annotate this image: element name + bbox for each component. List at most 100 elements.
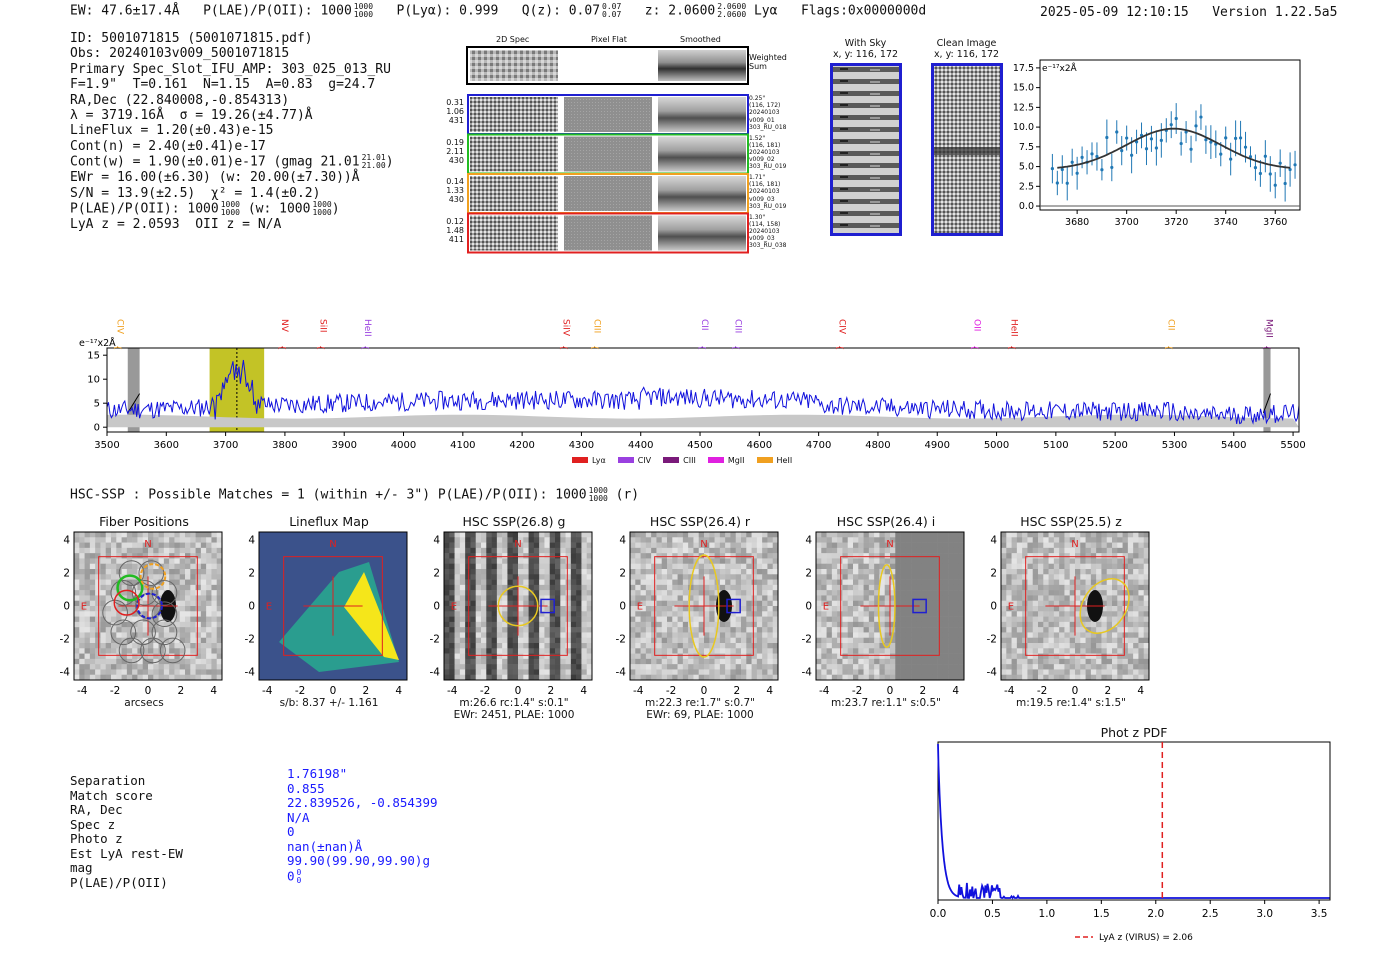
- fit-ytick-label: 12.5: [1013, 102, 1034, 113]
- east-label: E: [637, 602, 643, 613]
- cutout-smoothed: [658, 215, 746, 251]
- info-ewr: EWr = 16.00(±6.30) (w: 20.00(±7.30))Å: [70, 170, 360, 186]
- with-sky-header: With Sky x, y: 116, 172: [832, 38, 899, 60]
- fit-data-point: [1199, 115, 1203, 119]
- hsc-xtick-label: -4: [1004, 685, 1015, 697]
- hsc-frame: [629, 531, 779, 681]
- photz-title: Phot z PDF: [1100, 725, 1168, 740]
- fit-data-point: [1268, 172, 1272, 176]
- catalog-box: [912, 598, 927, 614]
- spec-xtick-label: 4300: [569, 440, 594, 451]
- hsc-panel-caption: m:19.5 re:1.4" s:1.5": [1016, 697, 1126, 709]
- emission-line-label: SiIV: [561, 319, 571, 337]
- line-fit-plot: 3680 3700 3720 3740 3760 0.0 2.5 5.0 7.5 10.0 12.5…: [1013, 59, 1301, 228]
- hsc-ytick-label: -2: [430, 633, 440, 645]
- match-value-mag: 99.90(99.90,99.90)g: [287, 853, 430, 868]
- info-lineflux: LineFlux = 1.20(±0.43)e-15: [70, 123, 274, 139]
- info-sn: S/N = 13.9(±2.5) χ² = 1.4(±0.2): [70, 185, 321, 201]
- hsc-panel-title: HSC SSP(26.8) g: [462, 514, 566, 529]
- spec-xtick-label: 4700: [806, 440, 831, 451]
- spectrum-line: [106, 359, 1300, 425]
- hsc-ytick-label: -4: [430, 666, 441, 678]
- spec-ylabel: e⁻¹⁷x2Å: [79, 337, 116, 349]
- hsc-xtick-label: 2: [178, 685, 185, 697]
- photz-legend-label: LyA z (VIRUS) = 2.06: [1099, 933, 1193, 943]
- hsc-xtick-label: 2: [734, 685, 741, 697]
- masked-band-hatch: [127, 393, 141, 414]
- hsc-xtick-label: 0: [515, 685, 522, 697]
- fit-data-point: [1283, 181, 1287, 186]
- fit-ytick-label: 0.0: [1019, 201, 1034, 212]
- fiber-circle: [131, 580, 158, 606]
- with-sky-image: [830, 63, 902, 236]
- photz-xtick-label: 1.5: [1093, 908, 1110, 920]
- info-radec: RA,Dec (22.840008,-0.854313): [70, 92, 290, 108]
- east-label: E: [823, 602, 829, 613]
- fit-data-point: [1253, 166, 1258, 170]
- clean-image: [931, 63, 1003, 236]
- hsc-ytick-label: 4: [248, 535, 255, 547]
- fit-xtick-label: 3740: [1214, 217, 1238, 228]
- fit-data-point: [1194, 124, 1198, 128]
- emission-line-label: MgII: [1263, 319, 1273, 338]
- fit-data-point: [1288, 167, 1292, 172]
- fit-data-point: [1229, 157, 1233, 161]
- fit-data-point: [1055, 181, 1059, 185]
- hsc-xtick-label: 4: [580, 685, 587, 697]
- hsc-xtick-label: 0: [887, 685, 894, 697]
- fit-ytick-label: 10.0: [1013, 122, 1034, 133]
- fit-ytick-label: 7.5: [1019, 142, 1034, 153]
- photz-xtick-label: 3.5: [1311, 908, 1328, 920]
- hsc-xtick-label: 2: [363, 685, 370, 697]
- fit-ytick-label: 5.0: [1019, 162, 1034, 173]
- info-lambda: λ = 3719.16Å σ = 19.26(±4.77)Å: [70, 108, 313, 124]
- spec-xtick-label: 4900: [925, 440, 950, 451]
- cutout-2dspec: [470, 97, 558, 132]
- hsc-panel-image: -4 -4 -2 -2 0 0 2 2 4 4 N E: [616, 531, 779, 697]
- spec-xtick-label: 4200: [509, 440, 534, 451]
- fit-data-point: [1248, 155, 1253, 159]
- match-label-photoz: Photo z: [70, 831, 123, 846]
- header-flags: Flags:0x0000000d: [800, 3, 927, 19]
- match-value-score: 0.855: [287, 780, 325, 796]
- fit-plot-frame: [1039, 59, 1301, 211]
- photz-xtick-label: 0.5: [984, 908, 1001, 920]
- fit-data-point: [1130, 153, 1134, 157]
- header-qz-frac: 0.07 0.07: [602, 2, 622, 19]
- header-lya: Lyα: [753, 3, 778, 19]
- info-lya-z: LyA z = 2.0593 OII z = N/A: [70, 217, 282, 233]
- cutout-right-meta: 1.52" (116, 181) 20240103 v009_02 303_RU_019: [749, 134, 787, 171]
- fit-ytick-label: 2.5: [1019, 181, 1034, 192]
- spec-xtick-label: 4800: [865, 440, 890, 451]
- hsc-ytick-label: 4: [619, 535, 626, 547]
- header-qz: Q(z): 0.07: [521, 3, 601, 19]
- version: Version 1.22.5a5: [1212, 5, 1338, 20]
- spec-ytick-label: 5: [94, 399, 100, 410]
- spectrum-legend-item: HeII: [756, 456, 792, 465]
- hsc-panel-title: HSC SSP(26.4) r: [649, 514, 751, 529]
- fit-data-point: [1149, 137, 1154, 141]
- catalog-box: [726, 598, 741, 614]
- fit-data-point: [1110, 165, 1114, 170]
- lineflux-peak: [344, 572, 399, 660]
- cutout-pixel-flat: [564, 176, 652, 211]
- cutout-grid: 2D Spec Pixel Flat Smoothed Weighted Sum…: [446, 35, 806, 255]
- hsc-xtick-label: 2: [920, 685, 927, 697]
- spec-xtick-label: 4600: [747, 440, 772, 451]
- hsc-heading: HSC-SSP : Possible Matches = 1 (within +…: [70, 486, 640, 503]
- hsc-xtick-label: 0: [701, 685, 708, 697]
- spec-xtick-label: 4500: [687, 440, 712, 451]
- hsc-panel-caption: arcsecs: [124, 697, 164, 709]
- masked-band: [127, 348, 140, 432]
- fit-xtick-label: 3760: [1263, 217, 1287, 228]
- hsc-ytick-label: 0: [990, 601, 997, 613]
- hsc-xtick-label: 0: [1072, 685, 1079, 697]
- fit-data-point: [1258, 171, 1262, 176]
- emission-line-label: NV: [279, 319, 289, 333]
- emission-line-label: CIII: [733, 319, 743, 333]
- emission-line-marker: {: [361, 345, 370, 350]
- fit-data-point: [1219, 152, 1223, 156]
- fit-data-point: [1080, 155, 1084, 159]
- fiber-circle: [151, 619, 178, 646]
